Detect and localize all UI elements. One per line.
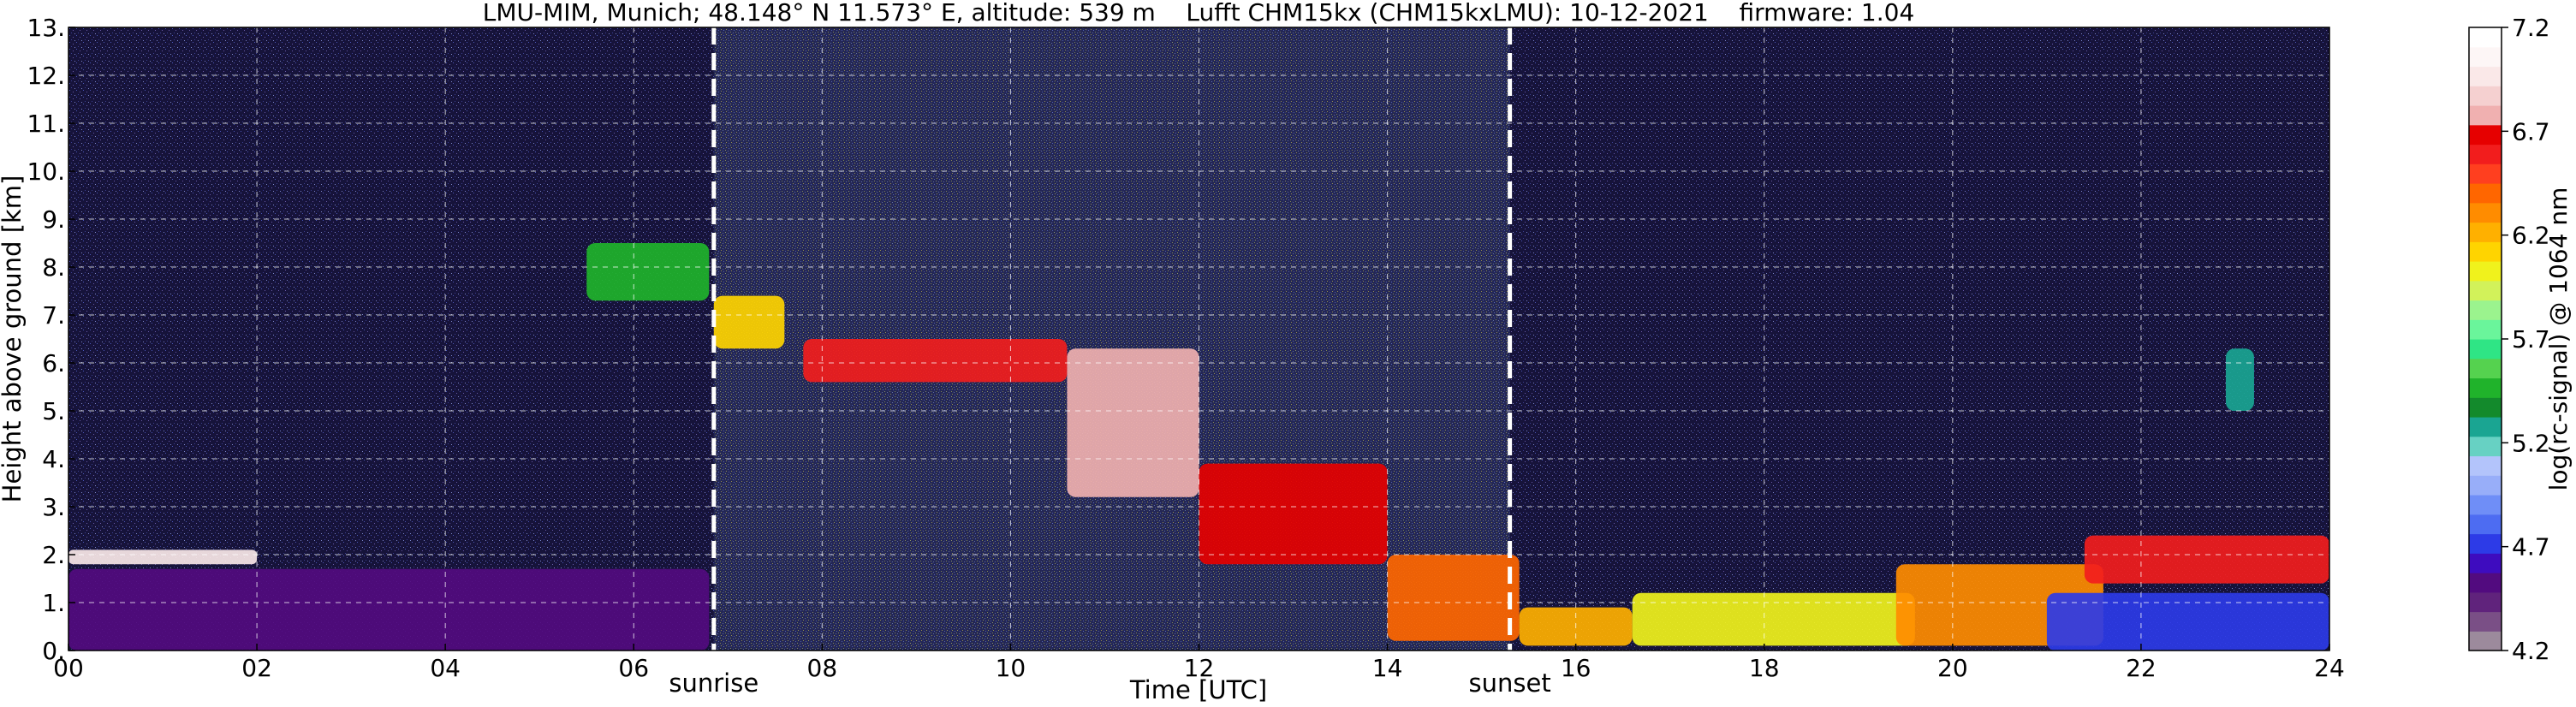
y-tick-label: 10. — [27, 157, 65, 186]
x-tick-label: 20 — [1937, 654, 1968, 682]
colorbar-segment — [2469, 105, 2502, 126]
colorbar-tick-label: 6.7 — [2512, 117, 2550, 146]
x-tick-label: 00 — [53, 654, 84, 682]
x-tick-label: 24 — [2314, 654, 2345, 682]
colorbar-segment — [2469, 455, 2502, 476]
x-tick-label: 14 — [1372, 654, 1403, 682]
x-tick-label: 16 — [1561, 654, 1591, 682]
x-axis-ticks: 00 02 04 06 08 10 12 14 16 18 20 22 24 — [53, 644, 2345, 682]
signal-feature-11 — [68, 550, 258, 565]
x-axis-label: Time [UTC] — [1129, 675, 1267, 704]
x-tick-label: 12 — [1184, 654, 1215, 682]
x-tick-label: 02 — [241, 654, 272, 682]
signal-feature-1 — [713, 295, 785, 349]
chart-title: LMU-MIM, Munich; 48.148° N 11.573° E, al… — [483, 0, 1915, 27]
colorbar-tick-label: 5.7 — [2512, 325, 2550, 354]
colorbar-label: log(rc-signal) @ 1064 nm — [2544, 187, 2573, 491]
colorbar-segment — [2469, 27, 2502, 48]
colorbar-segment — [2469, 202, 2502, 223]
signal-feature-13 — [2046, 592, 2329, 651]
x-tick-label: 10 — [996, 654, 1026, 682]
colorbar-segment — [2469, 86, 2502, 106]
grid — [68, 27, 2329, 651]
y-tick-label: 13. — [27, 14, 65, 42]
colorbar-segment — [2469, 241, 2502, 262]
colorbar-tick-label: 4.2 — [2512, 637, 2550, 665]
signal-feature-3 — [1067, 348, 1199, 497]
colorbar-segment — [2469, 300, 2502, 320]
colorbar-segment — [2469, 611, 2502, 632]
y-tick-label: 11. — [27, 110, 65, 138]
colorbar: 4.2 4.7 5.2 5.7 6.2 6.7 7.2 — [2468, 14, 2550, 665]
y-tick-label: 8. — [42, 253, 65, 282]
colorbar-segment — [2469, 124, 2502, 146]
colorbar-segment — [2469, 319, 2502, 340]
signal-feature-7 — [1632, 592, 1915, 646]
y-tick-label: 1. — [42, 589, 65, 617]
y-tick-label: 3. — [42, 493, 65, 521]
colorbar-segment — [2469, 631, 2502, 651]
y-tick-label: 6. — [42, 349, 65, 377]
colorbar-segment — [2469, 591, 2502, 613]
annotation-label-sunset: sunset — [1469, 668, 1551, 698]
signal-feature-10 — [2225, 348, 2254, 411]
colorbar-segment — [2469, 397, 2502, 418]
sun-annotations: sunrise sunset — [669, 27, 1551, 698]
signal-feature-12 — [68, 568, 710, 651]
colorbar-segment — [2469, 533, 2502, 554]
y-tick-label: 9. — [42, 205, 65, 234]
signal-feature-5 — [1387, 555, 1520, 641]
colorbar-segment — [2469, 358, 2502, 379]
colorbar-segment — [2469, 261, 2502, 282]
signal-feature-9 — [2084, 535, 2329, 584]
y-tick-label: 4. — [42, 445, 65, 473]
x-tick-label: 04 — [430, 654, 461, 682]
annotation-label-sunrise: sunrise — [669, 668, 759, 698]
colorbar-segment — [2469, 66, 2502, 86]
colorbar-segment — [2469, 514, 2502, 535]
colorbar-segment — [2469, 495, 2502, 515]
x-tick-label: 06 — [618, 654, 649, 682]
colorbar-segment — [2469, 417, 2502, 437]
colorbar-segment — [2469, 377, 2502, 398]
y-tick-label: 5. — [42, 397, 65, 425]
signal-features — [68, 243, 2329, 651]
y-tick-label: 2. — [42, 541, 65, 569]
colorbar-segment — [2469, 144, 2502, 164]
signal-feature-2 — [803, 339, 1068, 383]
colorbar-segment — [2469, 475, 2502, 496]
colorbar-tick-label: 6.2 — [2512, 222, 2550, 250]
y-axis-label: Height above ground [km] — [0, 175, 27, 503]
y-axis-ticks: 0. 1. 2. 3. 4. 5. 6. 7. 8. 9. 10. 11. 12. 13. — [27, 14, 75, 665]
colorbar-segment — [2469, 553, 2502, 573]
colorbar-segment — [2469, 163, 2502, 184]
x-tick-label: 18 — [1749, 654, 1780, 682]
colorbar-segment — [2469, 573, 2502, 593]
colorbar-segment — [2469, 183, 2502, 204]
x-tick-label: 08 — [807, 654, 838, 682]
colorbar-segment — [2469, 436, 2502, 457]
signal-feature-0 — [586, 243, 710, 301]
x-tick-label: 22 — [2126, 654, 2157, 682]
signal-feature-4 — [1199, 463, 1388, 565]
colorbar-segment — [2469, 46, 2502, 68]
colorbar-tick-label: 4.7 — [2512, 533, 2550, 561]
colorbar-segment — [2469, 222, 2502, 242]
y-tick-label: 0. — [42, 637, 65, 665]
colorbar-tick-label: 5.2 — [2512, 429, 2550, 457]
colorbar-tick-label: 7.2 — [2512, 14, 2550, 42]
colorbar-segment — [2469, 339, 2502, 359]
colorbar-segment — [2469, 280, 2502, 301]
y-tick-label: 7. — [42, 301, 65, 330]
y-tick-label: 12. — [27, 62, 65, 90]
